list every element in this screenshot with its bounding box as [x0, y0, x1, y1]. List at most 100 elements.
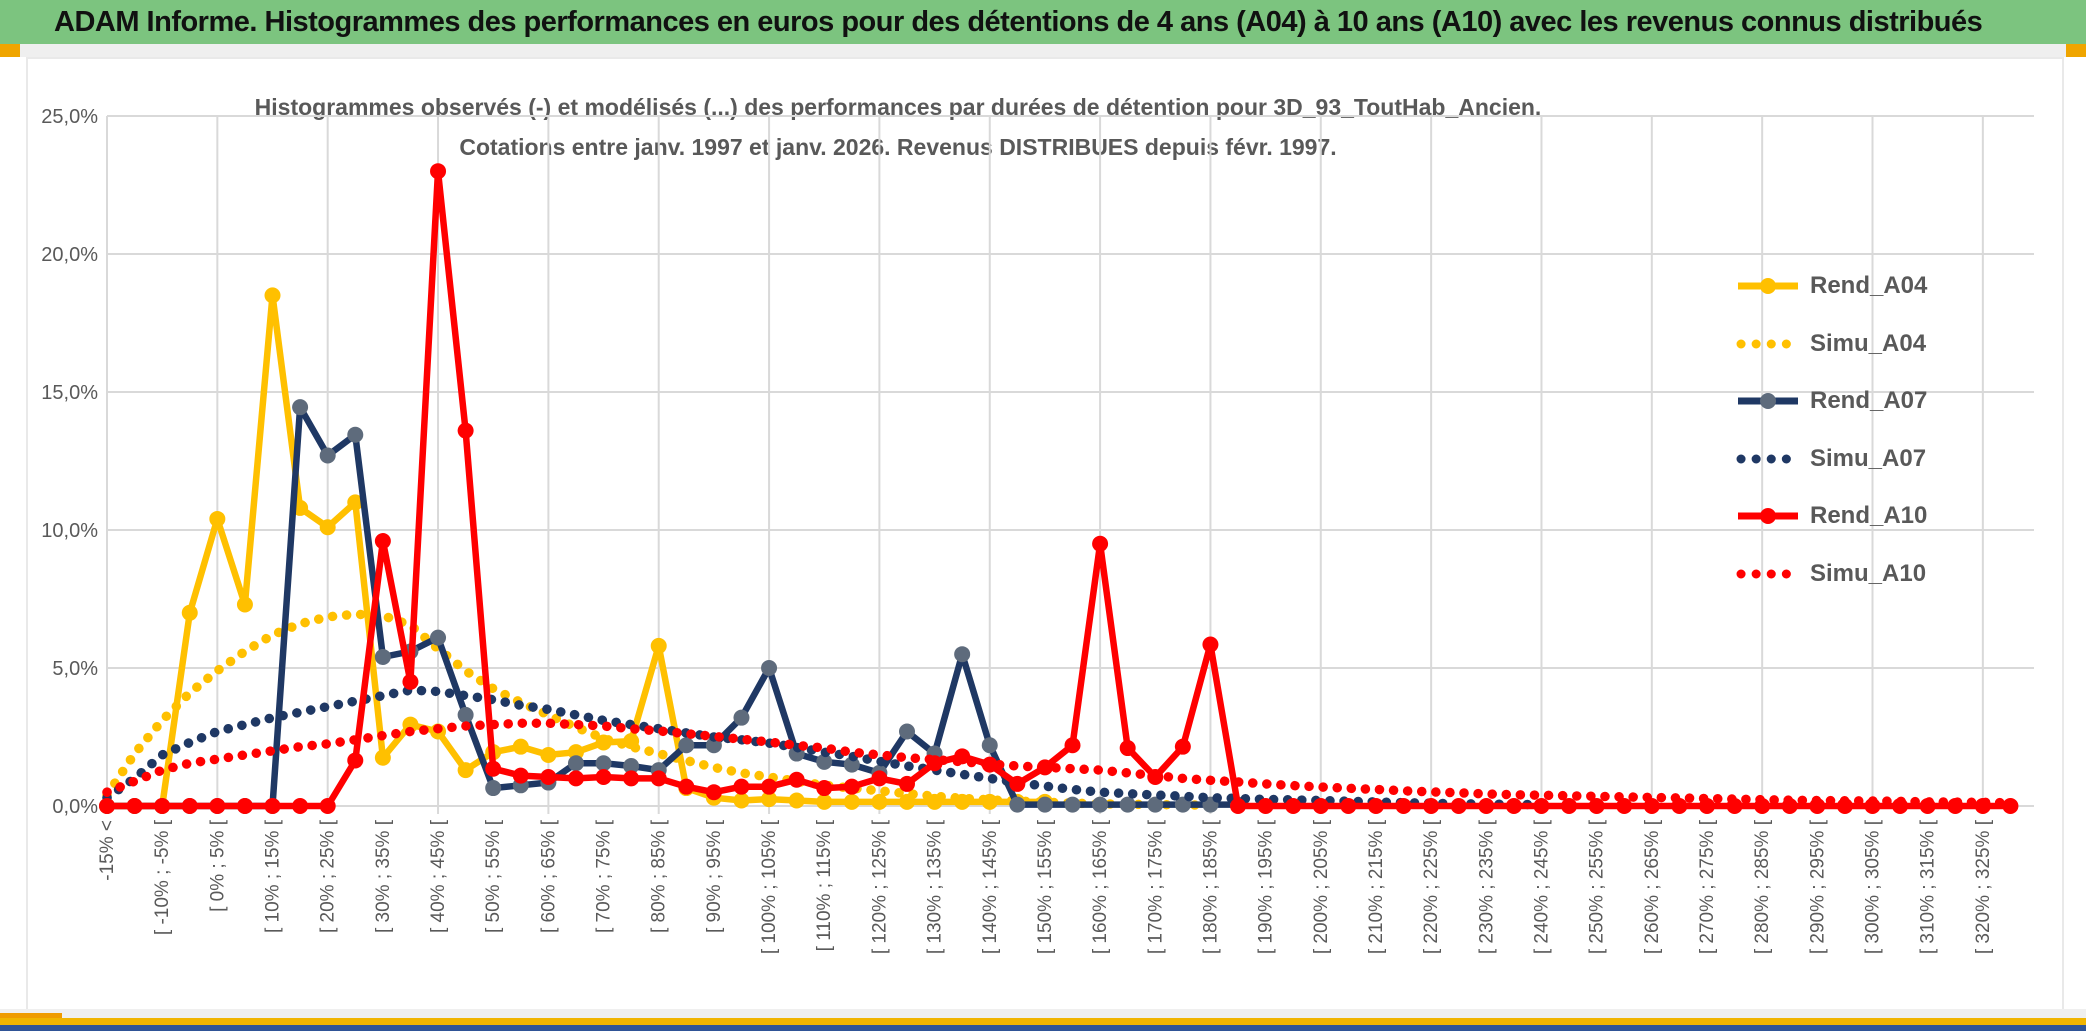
legend-item-Rend_A04[interactable]: Rend_A04: [1736, 272, 1927, 300]
marker-Rend_A10: [1505, 798, 1522, 814]
marker-Rend_A10: [733, 778, 750, 795]
marker-Rend_A04: [374, 749, 391, 766]
window-title: ADAM Informe. Histogrammes des performan…: [54, 5, 1983, 38]
legend-sample-Simu_A10: [1736, 569, 1800, 578]
marker-Rend_A10: [264, 798, 281, 814]
marker-Rend_A07: [319, 447, 336, 464]
marker-Rend_A10: [1230, 798, 1247, 814]
marker-Rend_A10: [567, 770, 584, 787]
legend-sample-Simu_A07: [1736, 454, 1800, 463]
marker-Rend_A10: [347, 752, 364, 769]
marker-Rend_A04: [816, 793, 833, 810]
bottom-navy-line: [0, 1025, 2086, 1031]
marker-Rend_A04: [319, 519, 336, 536]
x-tick-label: [ 20% ; 25% [: [318, 819, 339, 933]
gold-corner-right: [2066, 44, 2086, 57]
marker-Rend_A07: [1009, 796, 1026, 813]
x-tick-label: [ 240% ; 245% [: [1531, 819, 1552, 954]
x-tick-label: [ 50% ; 55% [: [483, 819, 504, 933]
marker-Rend_A10: [1533, 798, 1550, 814]
legend-label-Rend_A07: Rend_A07: [1810, 387, 1928, 414]
series-Rend_A10: [107, 167, 2011, 810]
x-tick-label: -15% <: [97, 820, 118, 881]
legend-item-Simu_A10[interactable]: Simu_A10: [1736, 560, 1926, 588]
marker-Rend_A10: [1616, 798, 1633, 814]
x-tick-label: [ 140% ; 145% [: [980, 819, 1001, 954]
x-tick-label: [ 180% ; 185% [: [1200, 819, 1221, 954]
marker-Rend_A04: [457, 762, 474, 779]
x-tick-label: [ 170% ; 175% [: [1145, 819, 1166, 954]
marker-Rend_A10: [485, 760, 502, 777]
y-tick-label: 15,0%: [41, 382, 98, 404]
x-tick-label: [ 230% ; 235% [: [1476, 819, 1497, 954]
marker-Rend_A10: [1174, 738, 1191, 755]
x-tick-label: [ 90% ; 95% [: [704, 819, 725, 933]
x-tick-label: [ 200% ; 205% [: [1311, 819, 1332, 954]
x-tick-label: [ 40% ; 45% [: [428, 819, 449, 933]
y-tick-label: 20,0%: [41, 244, 98, 266]
legend-item-Rend_A10[interactable]: Rend_A10: [1736, 502, 1927, 530]
marker-Rend_A04: [650, 637, 667, 654]
x-tick-label: [ 260% ; 265% [: [1642, 819, 1663, 954]
y-tick-label: 5,0%: [52, 658, 98, 680]
legend-item-Simu_A07[interactable]: Simu_A07: [1736, 445, 1926, 473]
marker-Rend_A10: [1588, 798, 1605, 814]
marker-Rend_A10: [871, 770, 888, 787]
x-tick-label: [ 210% ; 215% [: [1366, 819, 1387, 954]
marker-Rend_A10: [292, 798, 309, 814]
marker-Rend_A10: [512, 767, 529, 784]
marker-Rend_A10: [595, 769, 612, 786]
x-tick-label: [ 310% ; 315% [: [1918, 819, 1939, 954]
x-tick-label: [ 130% ; 135% [: [925, 819, 946, 954]
marker-Rend_A10: [1092, 535, 1109, 552]
marker-Rend_A04: [347, 494, 364, 511]
marker-Rend_A07: [898, 723, 915, 740]
marker-Rend_A04: [209, 510, 226, 527]
marker-Rend_A10: [1064, 737, 1081, 754]
marker-Rend_A10: [898, 775, 915, 792]
x-tick-label: [ -10% ; -5% [: [152, 819, 173, 935]
marker-Rend_A07: [954, 646, 971, 663]
marker-Rend_A10: [126, 798, 143, 814]
x-tick-label: [ 60% ; 65% [: [538, 819, 559, 933]
marker-Rend_A07: [292, 399, 309, 416]
x-tick-label: [ 30% ; 35% [: [373, 819, 394, 933]
marker-Rend_A10: [1257, 798, 1274, 814]
marker-Rend_A07: [1064, 796, 1081, 813]
marker-Rend_A04: [761, 791, 778, 808]
marker-Rend_A07: [816, 753, 833, 770]
x-tick-label: [ 10% ; 15% [: [263, 819, 284, 933]
marker-Rend_A10: [1340, 798, 1357, 814]
marker-Rend_A07: [1119, 796, 1136, 813]
marker-Rend_A10: [430, 163, 447, 180]
marker-Rend_A10: [1561, 798, 1578, 814]
legend-sample-Rend_A04: [1738, 278, 1798, 294]
marker-Rend_A10: [402, 673, 419, 690]
marker-Rend_A07: [347, 426, 364, 443]
bottom-strip: [0, 1009, 2086, 1018]
legend-item-Rend_A07[interactable]: Rend_A07: [1736, 387, 1927, 415]
legend-item-Simu_A04[interactable]: Simu_A04: [1736, 330, 1926, 358]
series-Simu_A10: [102, 718, 2016, 808]
marker-Rend_A10: [843, 778, 860, 795]
legend-sample-Simu_A04: [1736, 339, 1800, 348]
y-tick-label: 0,0%: [52, 796, 98, 818]
legend-sample-Rend_A07: [1738, 393, 1798, 409]
marker-Rend_A07: [981, 737, 998, 754]
x-tick-label: [ 70% ; 75% [: [594, 819, 615, 933]
legend-label-Rend_A04: Rend_A04: [1810, 272, 1928, 299]
legend-label-Simu_A07: Simu_A07: [1810, 444, 1927, 472]
marker-Rend_A10: [761, 778, 778, 795]
marker-Rend_A10: [457, 422, 474, 439]
marker-Rend_A10: [154, 798, 171, 814]
top-strip: [0, 44, 2086, 57]
marker-Rend_A04: [871, 793, 888, 810]
marker-Rend_A07: [678, 737, 695, 754]
y-tick-label: 25,0%: [41, 106, 98, 128]
marker-Rend_A07: [1147, 796, 1164, 813]
marker-Rend_A07: [1036, 796, 1053, 813]
marker-Rend_A04: [264, 287, 281, 304]
marker-Rend_A07: [761, 660, 778, 676]
x-tick-label: [ 100% ; 105% [: [759, 819, 780, 954]
x-tick-label: [ 320% ; 325% [: [1973, 819, 1994, 954]
